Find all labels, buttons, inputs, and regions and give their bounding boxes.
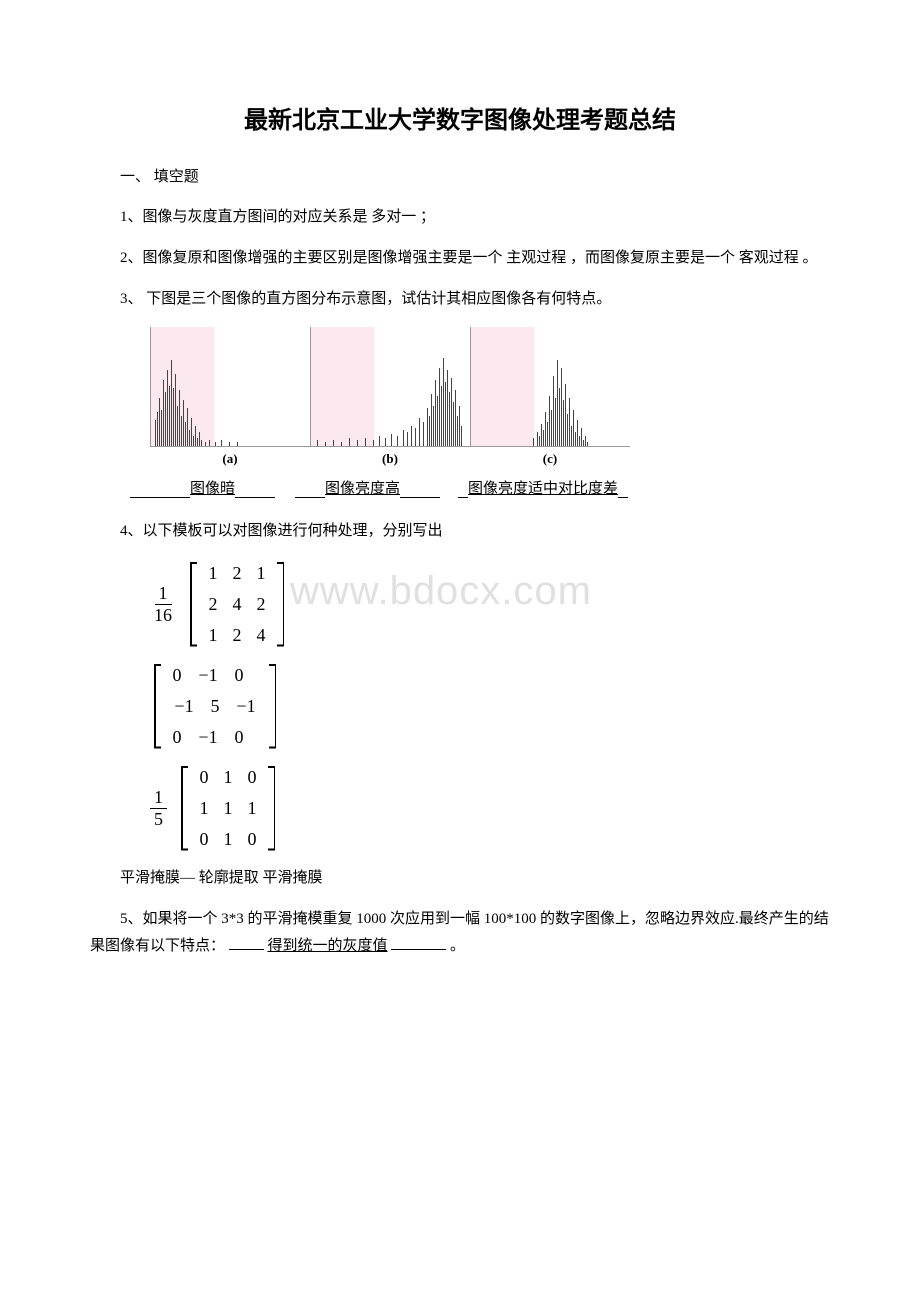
q5-answer: 得到统一的灰度值 [268, 938, 388, 954]
matrix-2: 0−10−15−10−10 [150, 661, 830, 751]
m3-frac-den: 5 [150, 809, 167, 830]
ans-b: 图像亮度高 [325, 477, 400, 498]
section-heading: 一、 填空题 [90, 165, 830, 186]
ans-c: 图像亮度适中对比度差 [468, 477, 618, 498]
q1-text: 1、图像与灰度直方图间的对应关系是 多对一 ； [90, 204, 830, 231]
m1-frac-den: 16 [150, 605, 176, 626]
q4-text: 4、以下模板可以对图像进行何种处理，分别写出 [90, 518, 830, 545]
hist-b-label: (b) [310, 447, 470, 471]
q5-part-c: 。 [450, 938, 465, 954]
q2-text: 2、图像复原和图像增强的主要区别是图像增强主要是一个 主观过程 ，而图像复原主要… [90, 245, 830, 272]
histogram-b: (b) [310, 327, 470, 471]
page-title: 最新北京工业大学数字图像处理考题总结 [90, 100, 830, 135]
matrix-1: 1 16 121242124 [150, 559, 830, 649]
q5-text: 5、如果将一个 3*3 的平滑掩模重复 1000 次应用到一幅 100*100 … [90, 906, 830, 960]
q4-answers: 平滑掩膜— 轮廓提取 平滑掩膜 [90, 865, 830, 892]
m1-frac-num: 1 [155, 583, 172, 605]
q3-text: 3、 下图是三个图像的直方图分布示意图，试估计其相应图像各有何特点。 [90, 286, 830, 313]
m3-frac-num: 1 [150, 787, 167, 809]
q3-answers: 图像暗 图像亮度高 图像亮度适中对比度差 [130, 477, 830, 498]
hist-a-label: (a) [150, 447, 310, 471]
histogram-c: (c) [470, 327, 630, 471]
ans-a: 图像暗 [190, 477, 235, 498]
hist-c-label: (c) [470, 447, 630, 471]
histogram-row: (a) (b) (c) [150, 327, 830, 471]
matrix-3: 1 5 010111010 [150, 763, 830, 853]
histogram-a: (a) [150, 327, 310, 471]
